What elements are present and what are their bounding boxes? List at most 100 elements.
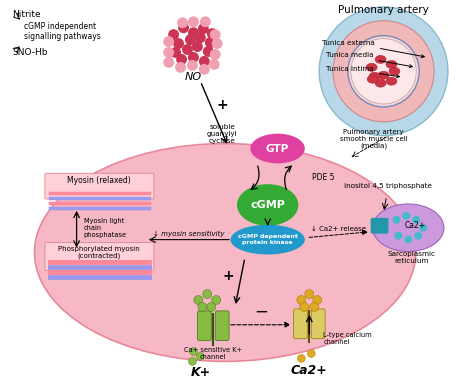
Circle shape [333, 21, 434, 122]
Circle shape [205, 37, 216, 48]
Text: Myosin (relaxed): Myosin (relaxed) [67, 176, 131, 185]
Circle shape [419, 224, 427, 232]
Text: cGMP independent
signalling pathways: cGMP independent signalling pathways [24, 22, 101, 41]
Circle shape [188, 27, 199, 38]
Circle shape [307, 350, 315, 358]
Circle shape [168, 29, 179, 40]
Text: cGMP: cGMP [250, 200, 285, 210]
Circle shape [188, 16, 199, 27]
FancyBboxPatch shape [215, 311, 229, 341]
Circle shape [192, 41, 203, 52]
Circle shape [305, 290, 314, 298]
Text: ↓ Ca2+ release: ↓ Ca2+ release [311, 226, 366, 232]
Ellipse shape [367, 75, 378, 83]
Circle shape [300, 303, 309, 311]
Circle shape [199, 64, 210, 75]
Text: NO: NO [185, 72, 202, 82]
Text: Ca2+: Ca2+ [405, 221, 426, 230]
Text: GTP: GTP [266, 144, 289, 154]
FancyBboxPatch shape [371, 218, 389, 234]
Circle shape [210, 49, 221, 60]
FancyBboxPatch shape [197, 311, 211, 341]
Text: Tunica media: Tunica media [326, 52, 412, 68]
Circle shape [392, 216, 401, 224]
Circle shape [297, 296, 306, 304]
Circle shape [163, 36, 174, 47]
Ellipse shape [375, 55, 386, 63]
Circle shape [297, 354, 305, 363]
Circle shape [190, 348, 197, 356]
FancyBboxPatch shape [293, 309, 307, 338]
Text: SNO-Hb: SNO-Hb [12, 47, 48, 57]
Circle shape [199, 56, 210, 67]
Text: Pulmonary artery: Pulmonary artery [338, 5, 429, 15]
Circle shape [182, 44, 193, 55]
Circle shape [313, 296, 322, 304]
Circle shape [212, 296, 221, 304]
Text: K+: K+ [190, 366, 210, 379]
Text: L-type calcium
channel: L-type calcium channel [323, 332, 372, 345]
Circle shape [196, 353, 204, 361]
Circle shape [198, 23, 209, 34]
Ellipse shape [389, 67, 400, 75]
Ellipse shape [237, 184, 299, 226]
Text: Sarcoplasmic
reticulum: Sarcoplasmic reticulum [387, 251, 435, 264]
Circle shape [163, 47, 174, 58]
Ellipse shape [386, 60, 397, 68]
Ellipse shape [386, 77, 397, 85]
Circle shape [203, 46, 214, 57]
FancyBboxPatch shape [45, 243, 154, 270]
Circle shape [207, 28, 218, 39]
Circle shape [188, 52, 199, 63]
Text: Ca+ sensitive K+
channel: Ca+ sensitive K+ channel [184, 346, 242, 359]
Ellipse shape [375, 79, 386, 87]
Circle shape [173, 38, 184, 49]
Ellipse shape [369, 72, 380, 80]
Ellipse shape [230, 225, 305, 254]
Text: Inositol 4,5 triphosphate: Inositol 4,5 triphosphate [345, 183, 432, 189]
Circle shape [209, 59, 219, 70]
Text: +: + [222, 269, 234, 283]
Circle shape [351, 39, 416, 104]
Text: Tunica intima: Tunica intima [326, 66, 400, 78]
Circle shape [210, 29, 221, 40]
Text: Nitrite: Nitrite [12, 10, 41, 19]
Text: Phosphorylated myosin
(contracted): Phosphorylated myosin (contracted) [58, 246, 140, 259]
Text: Myosin light
chain
phosphatase: Myosin light chain phosphatase [83, 218, 127, 238]
Text: ↓ myosin sensitivity: ↓ myosin sensitivity [153, 231, 224, 237]
Circle shape [414, 232, 422, 240]
Circle shape [412, 216, 420, 224]
Text: PDE 5: PDE 5 [312, 173, 335, 182]
Ellipse shape [366, 63, 377, 71]
Circle shape [187, 60, 198, 71]
Text: Pulmonary artery
smooth muscle cell
(media): Pulmonary artery smooth muscle cell (med… [340, 129, 408, 149]
Text: Ca2+: Ca2+ [291, 364, 328, 377]
Ellipse shape [373, 204, 444, 251]
Circle shape [207, 303, 216, 311]
Text: Tunica externa: Tunica externa [322, 40, 424, 58]
Circle shape [402, 212, 410, 220]
Circle shape [176, 54, 187, 65]
Circle shape [170, 47, 181, 58]
Circle shape [203, 290, 212, 298]
Circle shape [404, 236, 412, 244]
FancyBboxPatch shape [45, 173, 154, 199]
Ellipse shape [250, 134, 305, 163]
Circle shape [177, 17, 188, 28]
FancyBboxPatch shape [311, 309, 325, 338]
Circle shape [185, 34, 196, 45]
Circle shape [310, 303, 319, 311]
Ellipse shape [378, 71, 389, 79]
Ellipse shape [35, 144, 416, 361]
Circle shape [212, 38, 223, 49]
Circle shape [194, 296, 203, 304]
Circle shape [394, 232, 402, 240]
Text: soluble
guanylyl
cyclase: soluble guanylyl cyclase [207, 124, 237, 144]
Circle shape [200, 16, 211, 27]
Circle shape [198, 303, 207, 311]
Circle shape [195, 32, 206, 43]
Circle shape [319, 7, 448, 136]
Circle shape [348, 36, 419, 107]
Circle shape [189, 358, 196, 365]
Circle shape [175, 62, 186, 73]
